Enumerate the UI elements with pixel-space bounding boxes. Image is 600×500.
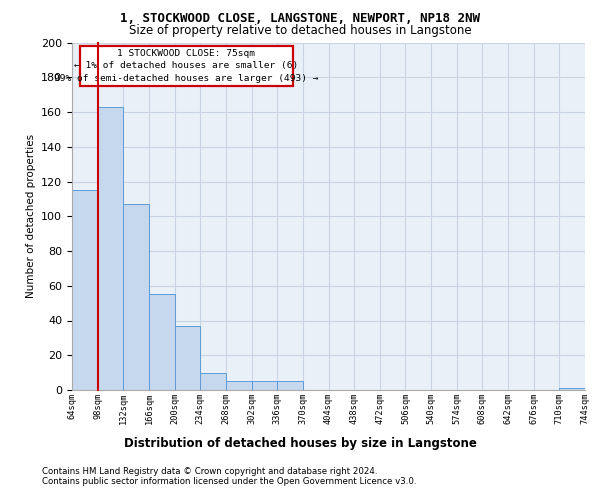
Text: 1 STOCKWOOD CLOSE: 75sqm
← 1% of detached houses are smaller (6)
99% of semi-det: 1 STOCKWOOD CLOSE: 75sqm ← 1% of detache… xyxy=(54,49,319,83)
Bar xyxy=(251,382,277,390)
Text: 1, STOCKWOOD CLOSE, LANGSTONE, NEWPORT, NP18 2NW: 1, STOCKWOOD CLOSE, LANGSTONE, NEWPORT, … xyxy=(120,12,480,26)
Text: Distribution of detached houses by size in Langstone: Distribution of detached houses by size … xyxy=(124,438,476,450)
Text: Size of property relative to detached houses in Langstone: Size of property relative to detached ho… xyxy=(128,24,472,37)
Bar xyxy=(226,382,251,390)
Bar xyxy=(72,190,98,390)
FancyBboxPatch shape xyxy=(80,46,293,86)
Bar xyxy=(124,204,149,390)
Bar xyxy=(559,388,585,390)
Text: Contains public sector information licensed under the Open Government Licence v3: Contains public sector information licen… xyxy=(42,478,416,486)
Text: Contains HM Land Registry data © Crown copyright and database right 2024.: Contains HM Land Registry data © Crown c… xyxy=(42,468,377,476)
Bar xyxy=(98,107,124,390)
Bar xyxy=(277,382,303,390)
Bar xyxy=(175,326,200,390)
Bar xyxy=(149,294,175,390)
Bar xyxy=(200,372,226,390)
Y-axis label: Number of detached properties: Number of detached properties xyxy=(26,134,35,298)
